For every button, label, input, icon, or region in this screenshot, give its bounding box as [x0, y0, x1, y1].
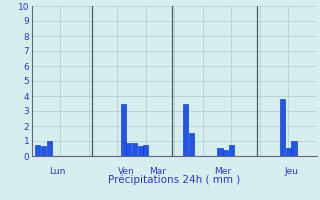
Bar	[286, 148, 291, 156]
Text: Ven: Ven	[118, 166, 134, 176]
Text: Mar: Mar	[149, 166, 166, 176]
Bar	[132, 142, 137, 156]
Bar	[217, 148, 222, 156]
Bar	[183, 104, 188, 156]
Bar	[223, 150, 228, 156]
Bar	[229, 145, 234, 156]
Bar	[35, 145, 40, 156]
Bar	[138, 146, 143, 156]
Bar	[46, 141, 52, 156]
X-axis label: Précipitations 24h ( mm ): Précipitations 24h ( mm )	[108, 174, 241, 185]
Text: Jeu: Jeu	[284, 166, 298, 176]
Bar	[126, 143, 132, 156]
Bar	[41, 146, 46, 156]
Text: Mer: Mer	[214, 166, 231, 176]
Bar	[292, 141, 297, 156]
Bar	[143, 145, 148, 156]
Bar	[189, 133, 194, 156]
Bar	[121, 104, 126, 156]
Text: Lun: Lun	[50, 166, 66, 176]
Bar	[280, 99, 285, 156]
